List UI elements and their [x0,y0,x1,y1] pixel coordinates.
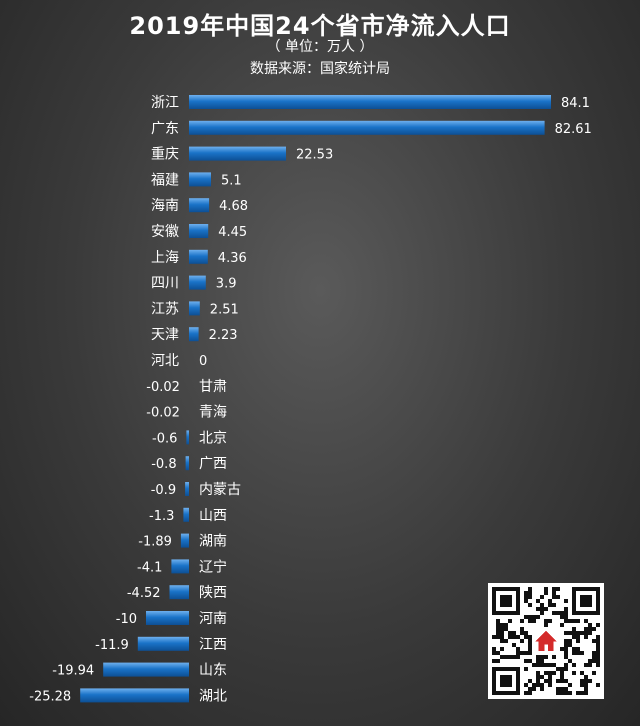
value-label: -0.9 [151,483,176,498]
bar [189,95,551,109]
category-label: 福建 [151,172,179,188]
category-label: 山东 [199,663,227,679]
qr-code [488,583,604,699]
category-label: 青海 [199,405,227,421]
value-label: -19.94 [52,664,94,679]
bar [189,146,286,161]
bar [185,482,189,496]
category-label: 湖北 [199,688,227,704]
category-label: 江西 [199,637,227,653]
category-label: 天津 [151,327,179,343]
category-label: 山西 [199,508,227,524]
value-label: -4.52 [127,586,161,601]
category-label: 河南 [199,611,227,627]
value-label: 84.1 [561,96,590,111]
bar [189,301,200,316]
category-label: 北京 [199,430,227,446]
value-label: -0.6 [152,431,177,446]
value-label: 2.51 [210,302,239,317]
value-label: -1.3 [149,509,174,524]
bar [189,224,209,238]
bar [189,120,545,135]
bar [171,559,189,574]
value-label: 3.9 [216,277,237,292]
value-label: 82.61 [555,122,592,137]
category-label: 内蒙古 [199,482,241,498]
value-label: 5.1 [221,173,242,188]
bar [80,688,189,703]
chart-title: 2019年中国24个省市净流入人口 [129,12,511,40]
category-label: 广西 [199,456,227,472]
house-icon [535,631,557,642]
bar [189,249,208,264]
bar [189,172,211,187]
bar [185,456,189,471]
bar [186,430,189,445]
bar [183,507,189,522]
value-label: -11.9 [95,638,129,653]
category-label: 辽宁 [199,558,227,575]
value-label: -1.89 [138,535,172,550]
value-label: -0.8 [151,457,176,472]
value-label: 4.45 [218,225,247,240]
value-label: -4.1 [137,560,162,575]
bar [169,585,189,600]
bar [189,275,206,290]
value-label: 4.68 [219,199,248,214]
category-label: 上海 [151,250,179,266]
bar [103,662,189,677]
category-label: 广东 [151,121,179,137]
bar [189,198,210,213]
value-label: 4.36 [218,251,247,266]
category-label: 陕西 [199,585,227,601]
category-label: 湖南 [199,534,227,550]
value-label: 22.53 [296,148,333,163]
category-label: 四川 [151,276,179,292]
category-label: 重庆 [151,147,179,163]
bar [189,327,199,342]
qr-code-graphic [492,587,600,695]
category-label: 江苏 [151,301,179,317]
category-label: 安徽 [151,224,179,240]
bar [146,611,189,625]
chart-source: 数据来源：国家统计局 [250,61,390,77]
category-label: 浙江 [151,95,179,111]
chart-unit: （ 单位：万人 ） [266,39,374,55]
value-label: 0 [199,354,207,369]
value-label: -0.02 [146,380,180,395]
bar [180,533,189,548]
value-label: -25.28 [29,689,71,704]
value-label: 2.23 [209,328,238,343]
value-label: -10 [116,612,137,627]
category-label: 甘肃 [199,379,227,395]
value-label: -0.02 [146,406,180,421]
category-label: 海南 [151,198,179,214]
bar [137,636,189,651]
category-label: 河北 [151,353,179,369]
